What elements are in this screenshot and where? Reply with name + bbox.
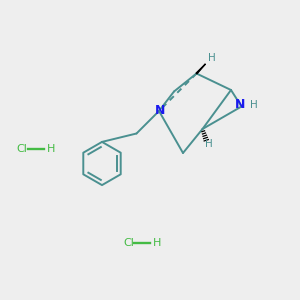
Text: H: H	[46, 143, 55, 154]
Text: H: H	[153, 238, 161, 248]
Text: H: H	[250, 100, 258, 110]
Text: Cl: Cl	[16, 143, 27, 154]
Polygon shape	[196, 64, 206, 74]
Text: Cl: Cl	[123, 238, 134, 248]
Text: H: H	[205, 139, 213, 149]
Text: H: H	[208, 53, 216, 64]
Text: N: N	[235, 98, 245, 111]
Text: N: N	[154, 104, 165, 117]
